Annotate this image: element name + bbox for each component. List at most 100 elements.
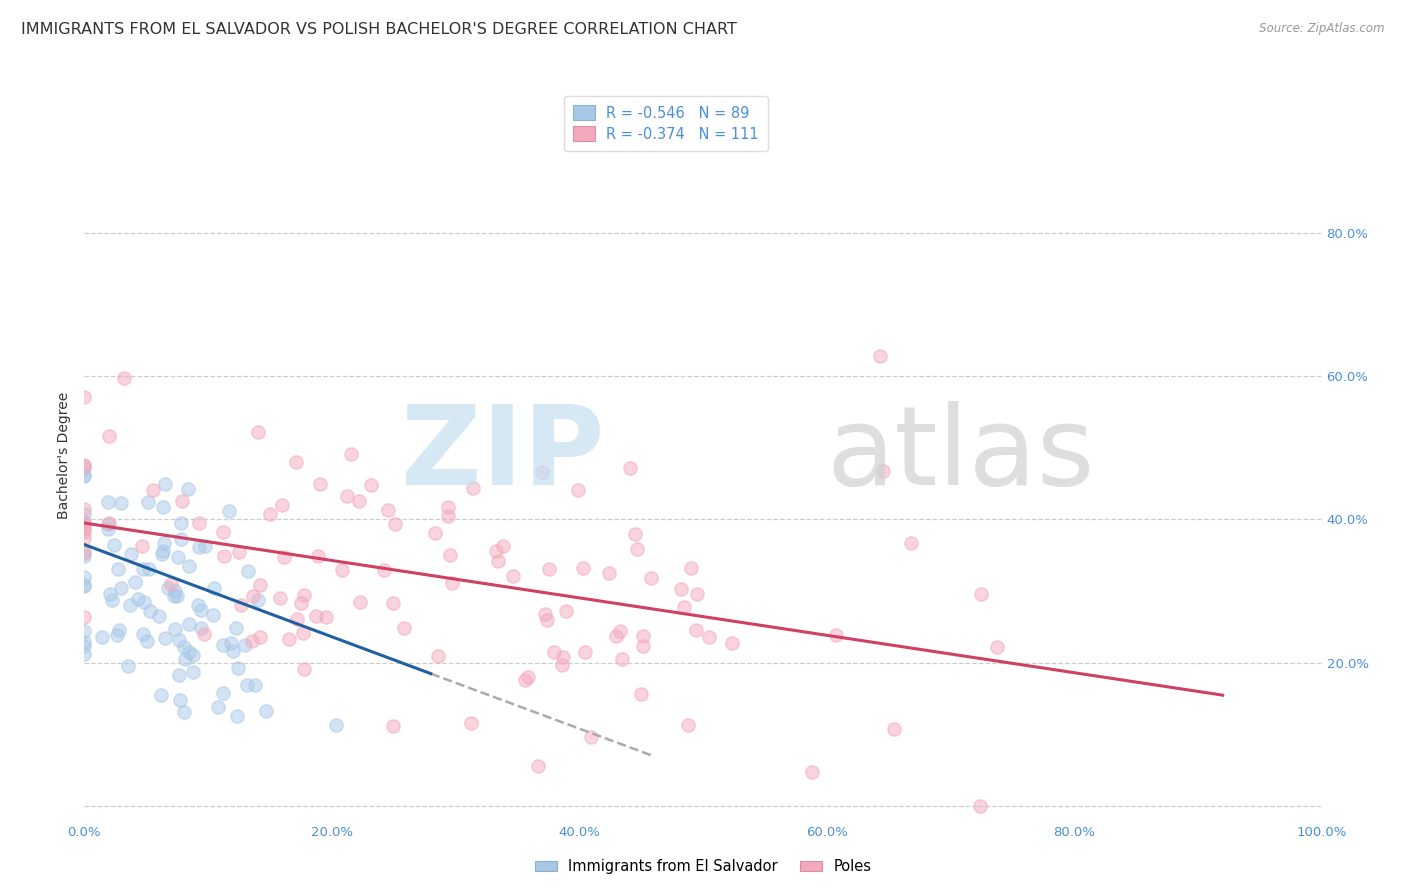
Point: [513, 673, 536, 687]
Point: [630, 687, 652, 701]
Point: [157, 582, 180, 596]
Point: [110, 581, 132, 595]
Point: [97, 516, 120, 531]
Point: [73, 524, 96, 539]
Point: [207, 699, 229, 714]
Point: [685, 623, 707, 637]
Point: [720, 636, 742, 650]
Point: [73, 502, 96, 516]
Point: [105, 628, 128, 642]
Point: [242, 589, 264, 603]
Point: [246, 425, 269, 439]
Point: [73, 390, 96, 404]
Point: [73, 578, 96, 592]
Point: [91, 630, 114, 644]
Point: [169, 693, 191, 707]
Point: [138, 561, 160, 575]
Point: [240, 633, 263, 648]
Point: [686, 587, 709, 601]
Point: [243, 678, 266, 692]
Point: [100, 593, 122, 607]
Point: [633, 630, 655, 644]
Point: [610, 652, 633, 666]
Point: [551, 649, 574, 664]
Point: [384, 516, 406, 531]
Point: [619, 461, 641, 475]
Point: [132, 561, 155, 575]
Point: [292, 626, 315, 640]
Point: [238, 564, 260, 578]
Point: [73, 508, 96, 522]
Point: [236, 678, 259, 692]
Point: [969, 799, 991, 814]
Text: atlas: atlas: [827, 401, 1095, 508]
Point: [170, 532, 193, 546]
Point: [339, 447, 361, 461]
Point: [307, 549, 329, 563]
Point: [181, 648, 204, 662]
Point: [127, 592, 149, 607]
Point: [73, 516, 96, 530]
Point: [437, 508, 460, 523]
Point: [229, 598, 252, 612]
Point: [148, 609, 170, 624]
Point: [107, 562, 129, 576]
Point: [73, 647, 96, 661]
Point: [73, 469, 96, 483]
Point: [381, 719, 404, 733]
Point: [73, 570, 96, 584]
Point: [108, 623, 131, 637]
Point: [679, 561, 702, 575]
Point: [273, 550, 295, 565]
Point: [292, 662, 315, 676]
Point: [461, 481, 484, 495]
Point: [73, 579, 96, 593]
Point: [153, 536, 176, 550]
Point: [152, 500, 174, 514]
Point: [543, 645, 565, 659]
Point: [177, 482, 200, 496]
Point: [555, 604, 578, 618]
Point: [579, 730, 602, 744]
Point: [73, 549, 96, 564]
Point: [325, 718, 347, 732]
Point: [73, 522, 96, 536]
Point: [73, 545, 96, 559]
Point: [287, 612, 309, 626]
Point: [212, 686, 235, 700]
Point: [699, 630, 721, 644]
Point: [609, 624, 631, 638]
Point: [150, 547, 173, 561]
Point: [270, 499, 292, 513]
Point: [194, 539, 217, 553]
Point: [347, 494, 370, 508]
Point: [278, 632, 301, 647]
Point: [120, 547, 142, 561]
Point: [571, 561, 593, 575]
Point: [73, 468, 96, 483]
Point: [869, 349, 891, 363]
Point: [152, 544, 174, 558]
Point: [112, 371, 135, 385]
Point: [201, 608, 224, 623]
Point: [309, 477, 332, 491]
Point: [970, 587, 993, 601]
Point: [900, 536, 922, 550]
Point: [110, 496, 132, 510]
Point: [73, 635, 96, 649]
Text: ZIP: ZIP: [401, 401, 605, 508]
Point: [605, 629, 627, 643]
Point: [222, 644, 245, 658]
Point: [567, 483, 589, 498]
Point: [986, 640, 1008, 654]
Point: [73, 531, 96, 545]
Point: [149, 688, 172, 702]
Point: [536, 613, 558, 627]
Point: [173, 640, 195, 655]
Point: [254, 704, 277, 718]
Y-axis label: Bachelor's Degree: Bachelor's Degree: [58, 392, 72, 518]
Legend: R = -0.546   N = 89, R = -0.374   N = 111: R = -0.546 N = 89, R = -0.374 N = 111: [564, 96, 768, 151]
Point: [142, 483, 165, 497]
Point: [259, 507, 281, 521]
Point: [226, 709, 249, 723]
